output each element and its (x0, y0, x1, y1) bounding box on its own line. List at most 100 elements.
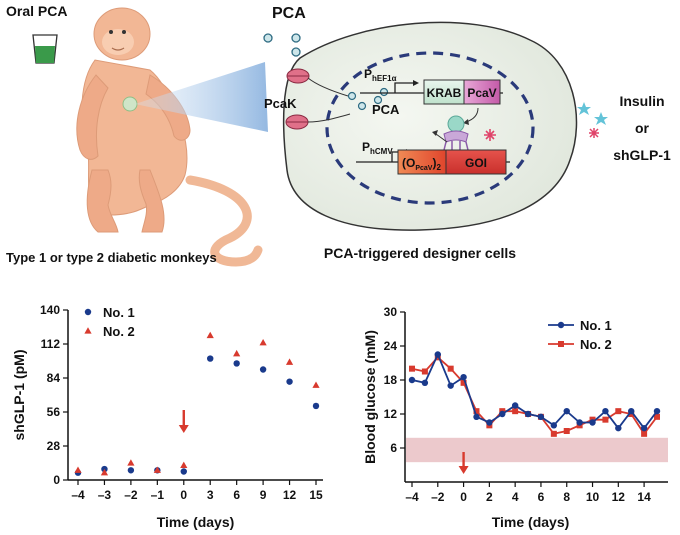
y-axis-title: shGLP-1 (pM) (11, 350, 27, 441)
promoter2-label: P (362, 140, 370, 154)
data-point (589, 419, 596, 426)
cup-icon (32, 34, 58, 64)
y-tick-label: 18 (384, 373, 398, 387)
data-point (207, 355, 214, 362)
x-tick-label: 12 (283, 488, 297, 502)
data-point (615, 424, 622, 432)
data-point (550, 430, 557, 437)
svg-text:(OPcaV)2: (OPcaV)2 (402, 156, 441, 172)
goi-label: GOI (465, 156, 487, 170)
y-tick-label: 12 (384, 407, 398, 421)
data-point (312, 381, 320, 388)
pcak-arrow (307, 77, 349, 97)
x-tick-label: 0 (460, 490, 467, 504)
x-tick-label: 0 (180, 488, 187, 502)
data-point (285, 358, 294, 365)
data-point (537, 413, 545, 421)
x-tick-label: 14 (637, 490, 651, 504)
designer-cell (282, 21, 578, 231)
x-tick-label: –4 (71, 488, 85, 502)
data-point (550, 422, 558, 429)
y-axis-title: Blood glucose (mM) (362, 330, 378, 464)
data-point (524, 410, 532, 418)
x-tick-label: 9 (260, 488, 267, 502)
data-point (127, 459, 135, 466)
data-point (615, 408, 622, 415)
data-point (563, 407, 570, 415)
promoter2-sub: hCMV (370, 147, 393, 156)
normal-range-band (406, 437, 668, 463)
insulin-label: Insulin (619, 93, 664, 109)
data-point (74, 466, 82, 473)
data-point (640, 424, 648, 432)
data-point (563, 428, 570, 434)
cells-caption: PCA-triggered designer cells (324, 245, 516, 261)
x-axis-title: Time (days) (157, 514, 235, 530)
nucleus-outline (325, 51, 535, 205)
data-point (434, 351, 441, 358)
series-line (411, 352, 658, 430)
data-point (473, 413, 480, 421)
x-tick-label: 3 (207, 488, 214, 502)
x-tick-label: 4 (512, 490, 519, 504)
data-point (233, 360, 240, 367)
legend-marker (558, 341, 564, 347)
y-tick-label: 0 (53, 473, 60, 487)
pcav-box (463, 79, 501, 105)
data-point (511, 402, 519, 409)
y-tick-label: 6 (390, 441, 397, 455)
treatment-arrow (458, 452, 469, 474)
pca-molecules-inside (347, 87, 389, 111)
monkey-caption: Type 1 or type 2 diabetic monkeys (6, 250, 217, 265)
data-point (409, 365, 415, 372)
legend-marker (84, 308, 92, 316)
treatment-arrow (178, 410, 189, 433)
x-tick-label: 6 (538, 490, 545, 504)
or-label: or (635, 120, 650, 136)
legend-label: No. 1 (580, 318, 612, 333)
legend-label: No. 2 (580, 337, 612, 352)
pcav-repressor-icon (443, 115, 469, 151)
y-tick-label: 84 (47, 371, 61, 385)
data-point (473, 408, 480, 415)
monkey-illustration (76, 7, 263, 267)
svg-text:PhCMV: PhCMV (362, 140, 393, 156)
x-tick-label: 6 (233, 488, 240, 502)
data-point (499, 410, 506, 418)
data-point (460, 379, 467, 386)
x-tick-label: 2 (486, 490, 493, 504)
oral-label: Oral PCA (6, 3, 67, 19)
data-point (486, 419, 493, 426)
magnify-beam (135, 62, 268, 132)
data-point (602, 407, 609, 415)
data-point (259, 366, 267, 373)
data-point (286, 378, 293, 385)
y-tick-label: 28 (47, 439, 61, 453)
svg-text:PhEF1α: PhEF1α (364, 67, 397, 83)
x-tick-label: –3 (98, 488, 112, 502)
operator-box (397, 149, 447, 175)
x-tick-label: –2 (431, 490, 445, 504)
x-tick-label: 12 (612, 490, 626, 504)
legend-marker (557, 321, 565, 329)
data-point (447, 382, 454, 389)
insulin-particle-icon (484, 129, 496, 141)
y-tick-label: 24 (384, 339, 398, 353)
data-point (653, 407, 661, 415)
pca-molecules-outside (263, 33, 301, 57)
shglp1-chart: 0 28 56 84 112 140 –4 –3 –2 –1 0 3 6 9 12 15 Time (days)… (11, 303, 323, 530)
x-tick-label: 10 (586, 490, 600, 504)
y-tick-label: 30 (384, 305, 398, 319)
promoter1-label: P (364, 67, 372, 81)
krab-label: KRAB (427, 86, 462, 100)
goi-box (445, 149, 507, 175)
data-point (259, 338, 267, 346)
data-point (628, 407, 635, 415)
promoter1-sub: hEF1α (372, 74, 397, 83)
data-point (654, 413, 660, 420)
data-point (447, 365, 454, 372)
data-point (312, 402, 320, 410)
data-point (408, 376, 416, 384)
